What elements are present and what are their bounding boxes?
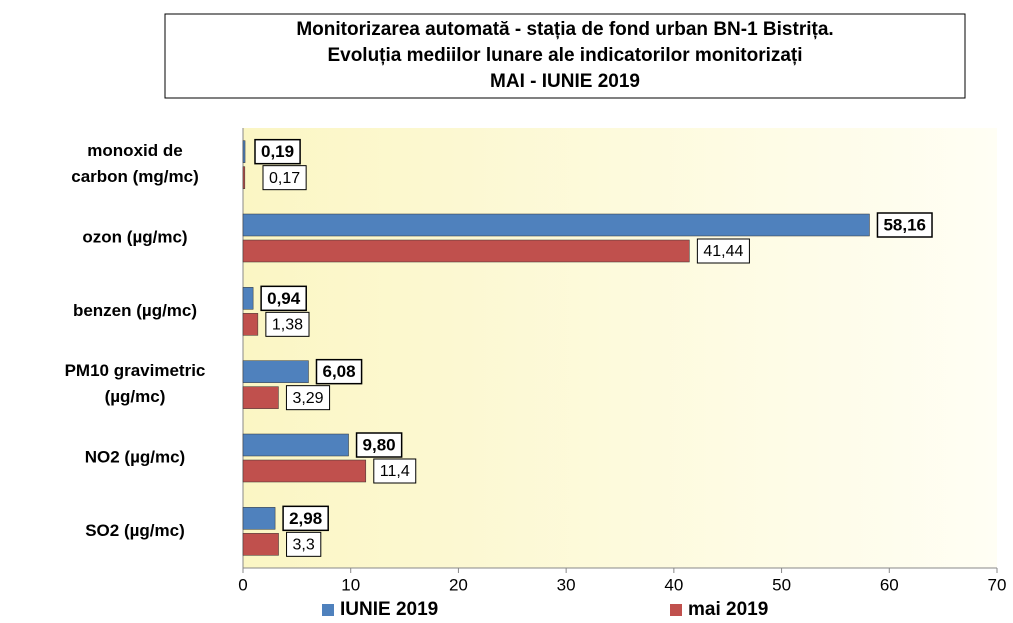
x-tick-label: 0	[238, 575, 247, 594]
bar	[242, 360, 309, 383]
data-label-box	[282, 505, 329, 532]
data-label-box	[254, 138, 301, 165]
data-label: 2,98	[289, 509, 322, 528]
data-label: 58,16	[883, 215, 926, 234]
x-tick-label: 20	[449, 575, 468, 594]
data-label-box	[262, 165, 307, 191]
x-tick-label: 60	[880, 575, 899, 594]
bar	[242, 166, 246, 189]
bar	[242, 386, 279, 409]
data-label-box	[260, 285, 307, 312]
x-tick-label: 30	[557, 575, 576, 594]
bar	[242, 313, 259, 336]
data-label: 41,44	[703, 243, 743, 260]
x-tick-label: 10	[341, 575, 360, 594]
data-label-box	[265, 311, 310, 337]
data-label: 11,4	[380, 463, 410, 480]
data-label-box	[355, 432, 403, 458]
y-tick-label: SO2 (µg/mc)	[85, 521, 185, 540]
data-label: 0,17	[269, 170, 300, 187]
data-label-box	[285, 385, 331, 411]
data-label: 6,08	[322, 362, 355, 381]
data-label-box	[373, 458, 417, 484]
y-tick-label: (µg/mc)	[105, 387, 166, 406]
x-tick-label: 40	[664, 575, 683, 594]
data-label: 1,38	[272, 317, 303, 334]
data-label-box	[286, 531, 322, 557]
bar	[242, 213, 870, 237]
bar	[242, 459, 367, 483]
y-tick-label: benzen (µg/mc)	[73, 301, 197, 320]
data-label-box	[696, 238, 750, 264]
chart-title: Monitorizarea automată - stația de fond …	[296, 19, 833, 40]
bar	[242, 239, 690, 263]
title-box	[164, 13, 966, 99]
y-tick-label: ozon (µg/mc)	[82, 227, 187, 246]
bar	[242, 533, 279, 556]
y-tick-label: NO2 (µg/mc)	[85, 447, 185, 466]
y-tick-label: PM10 gravimetric	[65, 361, 206, 380]
data-label-box	[876, 212, 933, 238]
plot-area	[243, 128, 997, 568]
bar	[242, 287, 254, 310]
data-label: 0,19	[261, 142, 294, 161]
bar	[242, 433, 349, 457]
data-label: 3,29	[292, 390, 323, 407]
y-tick-label: carbon (mg/mc)	[71, 167, 199, 186]
legend-swatch	[670, 604, 682, 616]
legend-label: IUNIE 2019	[340, 599, 438, 620]
bar	[242, 140, 246, 163]
legend-swatch	[322, 604, 334, 616]
x-tick-label: 70	[988, 575, 1007, 594]
chart-title: Evoluția mediilor lunare ale indicatoril…	[327, 45, 802, 66]
x-tick-label: 50	[772, 575, 791, 594]
legend-label: mai 2019	[688, 599, 768, 620]
bar	[242, 507, 276, 530]
data-label: 0,94	[267, 289, 301, 308]
chart-title: MAI - IUNIE 2019	[490, 71, 640, 92]
data-label-box	[315, 358, 363, 385]
data-label: 9,80	[363, 435, 396, 454]
y-tick-label: monoxid de	[87, 141, 182, 160]
data-label: 3,3	[293, 537, 315, 554]
